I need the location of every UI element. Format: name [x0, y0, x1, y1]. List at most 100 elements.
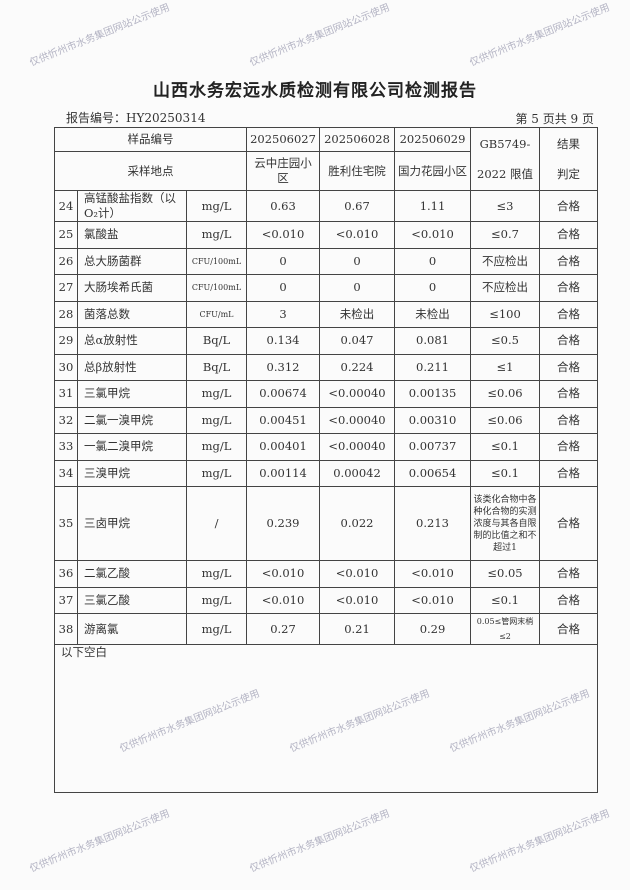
limit: 不应检出	[470, 247, 540, 275]
result-header: 结果 判定	[539, 127, 598, 191]
table-row: 38 游离氯 mg/L 0.27 0.21 0.29 0.05≤管网末梢≤2 合格	[54, 613, 598, 645]
item-name: 大肠埃希氏菌	[77, 274, 187, 302]
row-number: 24	[54, 190, 78, 222]
result: 合格	[539, 380, 598, 408]
limit: ≤100	[470, 300, 540, 328]
result: 合格	[539, 486, 598, 561]
item-name: 二氯乙酸	[77, 560, 187, 588]
value-1: 0.134	[246, 327, 320, 355]
value-2: <0.00040	[319, 433, 395, 461]
value-2: <0.010	[319, 221, 395, 249]
value-3: <0.010	[394, 586, 471, 614]
unit: /	[186, 486, 247, 561]
item-name: 一氯二溴甲烷	[77, 433, 187, 461]
report-number: 报告编号：HY20250314	[66, 111, 206, 125]
limit: ≤0.1	[470, 433, 540, 461]
value-1: 0	[246, 247, 320, 275]
value-2: 0.022	[319, 486, 395, 561]
unit: mg/L	[186, 586, 247, 614]
value-3: 0	[394, 274, 471, 302]
limit: ≤0.5	[470, 327, 540, 355]
row-number: 30	[54, 353, 78, 381]
result: 合格	[539, 327, 598, 355]
table-row: 34 三溴甲烷 mg/L 0.00114 0.00042 0.00654 ≤0.1 合格	[54, 459, 598, 487]
limit: ≤3	[470, 190, 540, 222]
result-header-line: 结果	[557, 136, 580, 151]
value-3: 1.11	[394, 190, 471, 222]
watermark: 仅供忻州市水务集团网站公示使用	[28, 2, 172, 69]
watermark: 仅供忻州市水务集团网站公示使用	[468, 808, 612, 875]
item-name: 高锰酸盐指数（以O₂计）	[77, 190, 187, 222]
result: 合格	[539, 586, 598, 614]
item-name: 游离氯	[77, 613, 187, 645]
value-1: 0	[246, 274, 320, 302]
sample-no: 202506027	[246, 127, 320, 152]
table-row: 30 总β放射性 Bq/L 0.312 0.224 0.211 ≤1 合格	[54, 353, 598, 381]
value-2: 0.67	[319, 190, 395, 222]
value-1: 0.63	[246, 190, 320, 222]
value-2: <0.00040	[319, 380, 395, 408]
row-number: 33	[54, 433, 78, 461]
value-1: 0.00674	[246, 380, 320, 408]
location-row: 采样地点 云中庄园小区 胜利住宅院 国力花园小区	[54, 151, 598, 191]
result: 合格	[539, 221, 598, 249]
row-number: 25	[54, 221, 78, 249]
sample-no: 202506029	[394, 127, 471, 152]
value-1: 3	[246, 300, 320, 328]
value-1: 0.00401	[246, 433, 320, 461]
row-number: 35	[54, 486, 78, 561]
watermark: 仅供忻州市水务集团网站公示使用	[248, 2, 392, 69]
unit: Bq/L	[186, 353, 247, 381]
unit: Bq/L	[186, 327, 247, 355]
unit: mg/L	[186, 380, 247, 408]
result: 合格	[539, 433, 598, 461]
result: 合格	[539, 560, 598, 588]
result: 合格	[539, 613, 598, 645]
unit: mg/L	[186, 190, 247, 222]
location: 胜利住宅院	[319, 151, 395, 191]
value-2: 0	[319, 274, 395, 302]
value-3: 未检出	[394, 300, 471, 328]
table-row: 26 总大肠菌群 CFU/100mL 0 0 0 不应检出 合格	[54, 247, 598, 275]
table-row: 36 二氯乙酸 mg/L <0.010 <0.010 <0.010 ≤0.05 合格	[54, 560, 598, 588]
row-number: 32	[54, 406, 78, 434]
limit-header-line: 2022 限值	[477, 166, 533, 181]
item-name: 菌落总数	[77, 300, 187, 328]
limit: ≤0.1	[470, 459, 540, 487]
value-3: 0.081	[394, 327, 471, 355]
item-name: 总大肠菌群	[77, 247, 187, 275]
value-2: <0.00040	[319, 406, 395, 434]
result: 合格	[539, 190, 598, 222]
value-3: <0.010	[394, 560, 471, 588]
unit: CFU/100mL	[186, 247, 247, 275]
result: 合格	[539, 247, 598, 275]
limit: 不应检出	[470, 274, 540, 302]
table-row: 24 高锰酸盐指数（以O₂计） mg/L 0.63 0.67 1.11 ≤3 合格	[54, 190, 598, 222]
blank-row: 以下空白	[54, 644, 598, 793]
unit: mg/L	[186, 459, 247, 487]
table-row: 28 菌落总数 CFU/mL 3 未检出 未检出 ≤100 合格	[54, 300, 598, 328]
unit: mg/L	[186, 613, 247, 645]
watermark: 仅供忻州市水务集团网站公示使用	[28, 808, 172, 875]
report-title: 山西水务宏远水质检测有限公司检测报告	[153, 81, 477, 101]
value-2: 0	[319, 247, 395, 275]
result: 合格	[539, 459, 598, 487]
row-number: 29	[54, 327, 78, 355]
table-row: 37 三氯乙酸 mg/L <0.010 <0.010 <0.010 ≤0.1 合格	[54, 586, 598, 614]
row-number: 37	[54, 586, 78, 614]
table-row: 33 一氯二溴甲烷 mg/L 0.00401 <0.00040 0.00737 ≤0.1 合格	[54, 433, 598, 461]
item-name: 三卤甲烷	[77, 486, 187, 561]
unit: CFU/mL	[186, 300, 247, 328]
value-1: 0.00451	[246, 406, 320, 434]
sample-number-row: 样品编号 202506027 202506028 202506029 GB574…	[54, 127, 598, 191]
limit: ≤0.1	[470, 586, 540, 614]
value-1: <0.010	[246, 586, 320, 614]
limit: 该类化合物中各种化合物的实测浓度与其各自限制的比值之和不超过1	[470, 486, 540, 561]
value-2: 未检出	[319, 300, 395, 328]
table-row: 31 三氯甲烷 mg/L 0.00674 <0.00040 0.00135 ≤0.06 合格	[54, 380, 598, 408]
location-label: 采样地点	[54, 151, 247, 191]
row-number: 36	[54, 560, 78, 588]
table-row: 25 氯酸盐 mg/L <0.010 <0.010 <0.010 ≤0.7 合格	[54, 221, 598, 249]
table-row: 29 总α放射性 Bq/L 0.134 0.047 0.081 ≤0.5 合格	[54, 327, 598, 355]
watermark: 仅供忻州市水务集团网站公示使用	[248, 808, 392, 875]
